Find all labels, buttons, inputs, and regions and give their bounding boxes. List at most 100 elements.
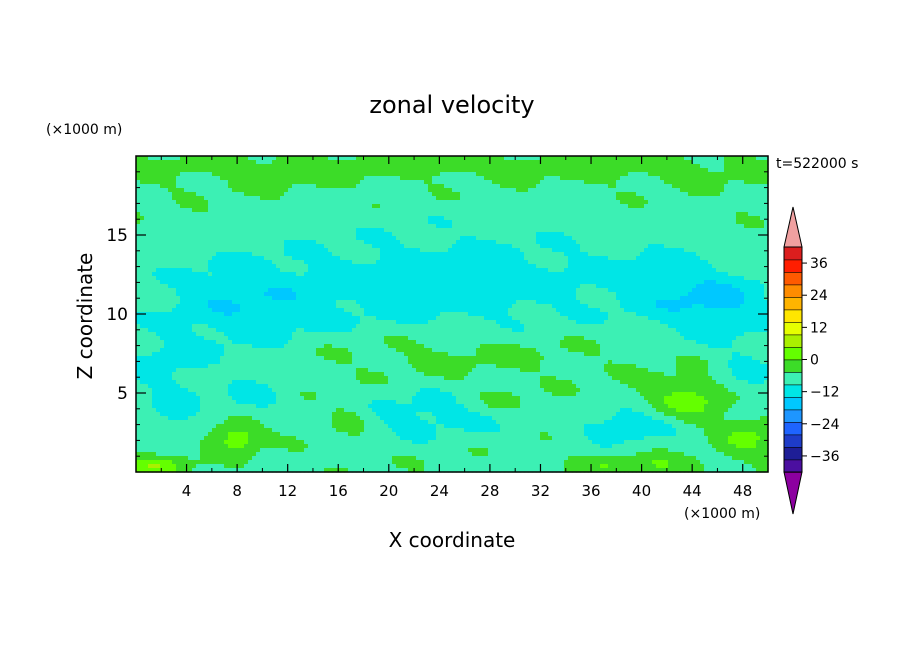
field-cell (764, 260, 769, 265)
field-cell (580, 204, 585, 209)
field-cell (676, 272, 681, 277)
field-cell (152, 264, 157, 269)
field-cell (244, 196, 249, 201)
field-cell (764, 232, 769, 237)
field-cell (632, 240, 637, 245)
field-cell (692, 160, 697, 165)
field-cell (248, 228, 253, 233)
field-cell (224, 212, 229, 217)
field-cell (160, 168, 165, 173)
field-cell (668, 176, 673, 181)
field-cell (608, 252, 613, 257)
field-cell (348, 188, 353, 193)
field-cell (216, 260, 221, 265)
field-cell (244, 160, 249, 165)
field-cell (156, 272, 161, 277)
field-cell (500, 276, 505, 281)
field-cell (512, 192, 517, 197)
field-cell (368, 196, 373, 201)
field-cell (204, 264, 209, 269)
field-cell (180, 248, 185, 253)
field-cell (316, 260, 321, 265)
field-cell (724, 260, 729, 265)
field-cell (672, 184, 677, 189)
field-cell (476, 216, 481, 221)
field-cell (748, 168, 753, 173)
field-cell (436, 244, 441, 249)
field-cell (588, 204, 593, 209)
field-cell (188, 172, 193, 177)
field-cell (404, 240, 409, 245)
field-cell (708, 208, 713, 213)
field-cell (336, 184, 341, 189)
field-cell (192, 260, 197, 265)
field-cell (184, 256, 189, 261)
field-cell (724, 160, 729, 165)
field-cell (656, 180, 661, 185)
field-cell (292, 200, 297, 205)
field-cell (392, 192, 397, 197)
field-cell (460, 156, 465, 161)
field-cell (328, 212, 333, 217)
field-cell (424, 208, 429, 213)
field-cell (192, 228, 197, 233)
field-cell (748, 272, 753, 277)
field-cell (184, 240, 189, 245)
field-cell (532, 188, 537, 193)
field-cell (308, 244, 313, 249)
field-cell (544, 192, 549, 197)
field-cell (368, 164, 373, 169)
field-cell (552, 224, 557, 229)
field-cell (208, 164, 213, 169)
field-cell (572, 192, 577, 197)
field-cell (608, 164, 613, 169)
field-cell (448, 196, 453, 201)
field-cell (556, 212, 561, 217)
field-cell (176, 244, 181, 249)
field-cell (492, 224, 497, 229)
field-cell (568, 192, 573, 197)
field-cell (416, 164, 421, 169)
field-cell (620, 224, 625, 229)
field-cell (748, 180, 753, 185)
field-cell (520, 156, 525, 161)
field-cell (448, 276, 453, 281)
field-cell (208, 156, 213, 161)
field-cell (304, 268, 309, 273)
field-cell (284, 184, 289, 189)
field-cell (320, 264, 325, 269)
field-cell (424, 256, 429, 261)
field-cell (204, 260, 209, 265)
field-cell (620, 272, 625, 277)
field-cell (696, 232, 701, 237)
field-cell (672, 236, 677, 241)
field-cell (384, 208, 389, 213)
field-cell (212, 244, 217, 249)
field-cell (424, 276, 429, 281)
field-cell (468, 236, 473, 241)
field-cell (568, 276, 573, 281)
field-cell (408, 212, 413, 217)
field-cell (736, 216, 741, 221)
field-cell (372, 224, 377, 229)
field-cell (644, 244, 649, 249)
field-cell (684, 192, 689, 197)
field-cell (404, 184, 409, 189)
field-cell (604, 252, 609, 257)
field-cell (396, 212, 401, 217)
field-cell (148, 180, 153, 185)
field-cell (312, 160, 317, 165)
field-cell (508, 256, 513, 261)
field-cell (556, 160, 561, 165)
field-cell (448, 220, 453, 225)
field-cell (348, 168, 353, 173)
field-cell (612, 252, 617, 257)
field-cell (544, 212, 549, 217)
field-cell (628, 156, 633, 161)
field-cell (312, 280, 317, 285)
field-cell (452, 272, 457, 277)
field-cell (556, 196, 561, 201)
field-cell (304, 228, 309, 233)
field-cell (260, 212, 265, 217)
field-cell (504, 240, 509, 245)
